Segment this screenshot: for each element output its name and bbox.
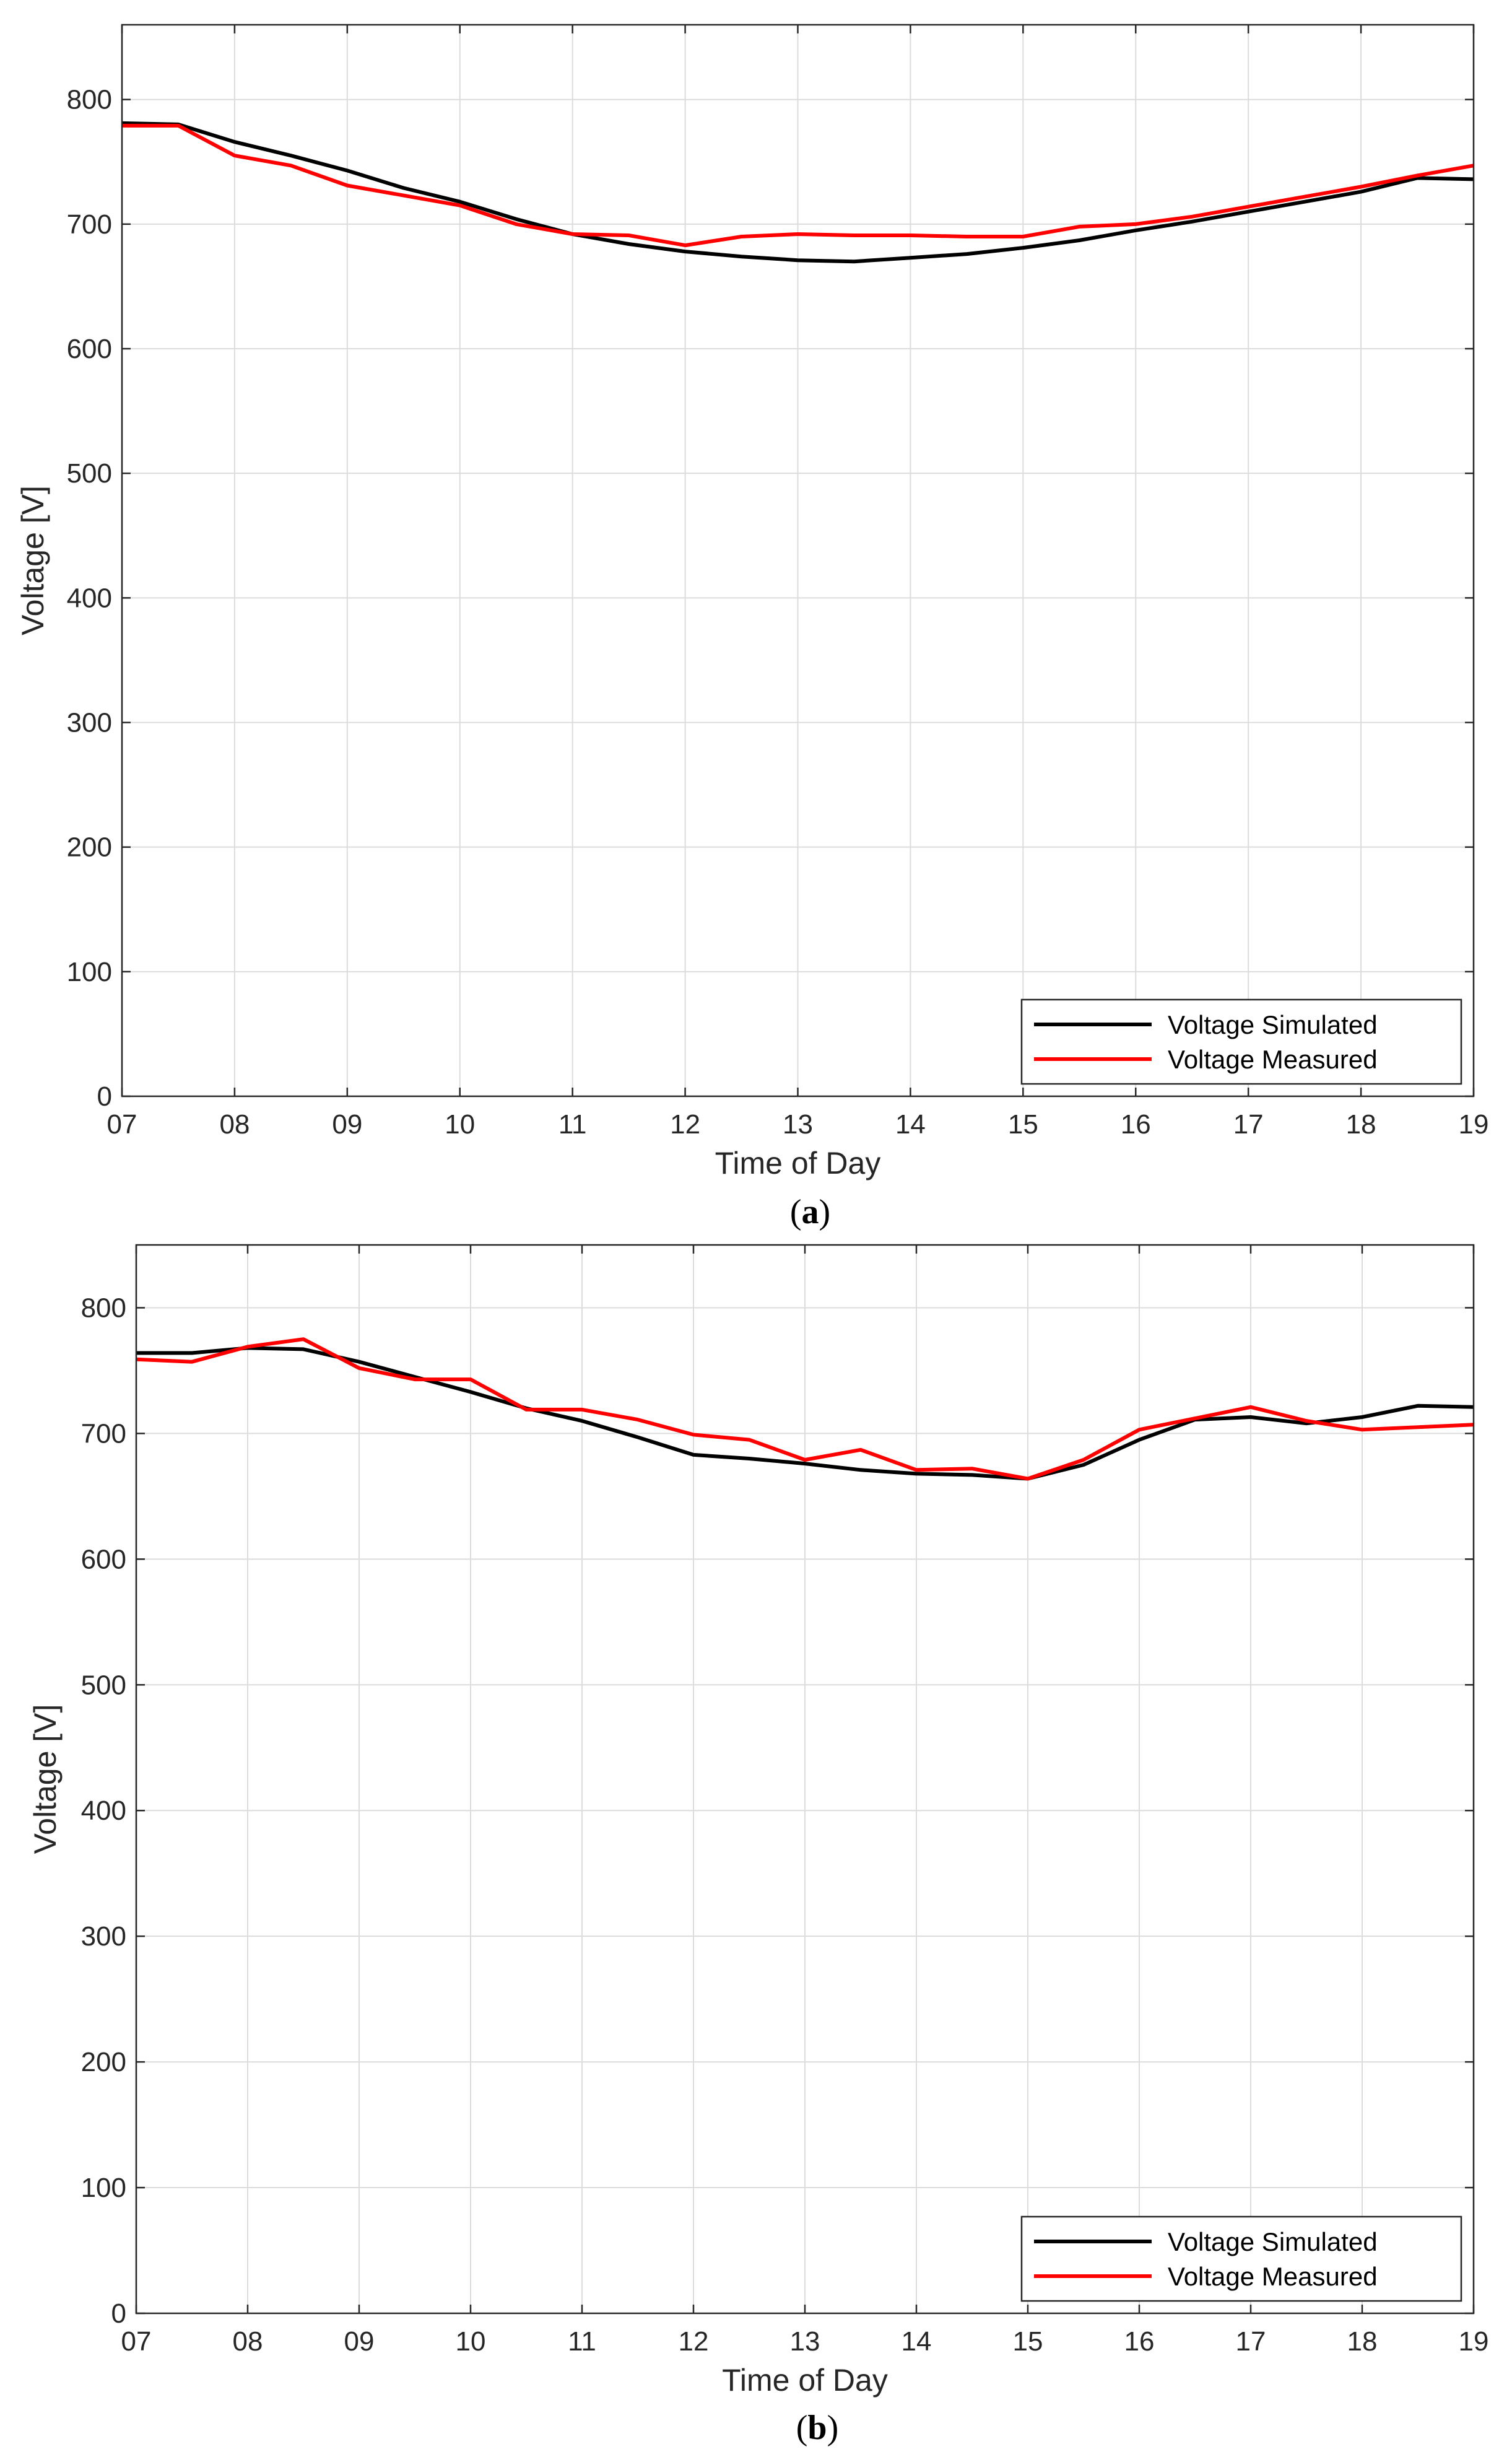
legend-box (1020, 2215, 1462, 2302)
y-tick-label: 800 (81, 1293, 126, 1323)
series-line-voltage-simulated (136, 1346, 1474, 1481)
legend-voltage-simulated-label: Voltage Simulated (1168, 2227, 1378, 2256)
x-tick-label: 14 (902, 2326, 932, 2357)
x-tick-label: 09 (344, 2326, 375, 2357)
y-tick-label: 0 (97, 1081, 112, 1112)
x-tick-label: 15 (1013, 2326, 1043, 2357)
x-tick-label: 19 (1459, 1109, 1489, 1140)
panel-label: (b) (796, 2409, 838, 2447)
x-tick-label: 19 (1459, 2326, 1489, 2357)
x-tick-label: 17 (1233, 1109, 1264, 1140)
legend-voltage-measured-label: Voltage Measured (1168, 1045, 1378, 1074)
x-tick-label: 11 (558, 1109, 587, 1140)
legend-box (1020, 998, 1462, 1085)
legend: Voltage Simulated Voltage Measured (1020, 2215, 1462, 2302)
y-tick-label: 300 (81, 1921, 126, 1952)
x-tick-label: 14 (895, 1109, 926, 1140)
x-tick-label: 18 (1346, 1109, 1376, 1140)
y-tick-label: 100 (81, 2173, 126, 2203)
y-tick-label: 600 (81, 1544, 126, 1574)
legend: Voltage Simulated Voltage Measured (1020, 998, 1462, 1085)
x-tick-label: 18 (1347, 2326, 1378, 2357)
chart-a: 07 08 09 10 11 12 13 14 15 16 17 18 19 0 100 200 300 400 5… (15, 24, 1489, 1231)
x-tick-label: 16 (1124, 2326, 1155, 2357)
y-tick-label: 600 (67, 334, 112, 364)
x-axis-label: Time of Day (722, 2363, 888, 2398)
legend-voltage-measured-label: Voltage Measured (1168, 2262, 1378, 2291)
y-tick-label: 300 (67, 708, 112, 738)
series-line-voltage-simulated (121, 121, 1474, 264)
x-tick-label: 12 (670, 1109, 700, 1140)
y-tick-label: 500 (67, 458, 112, 489)
y-tick-label: 500 (81, 1670, 126, 1700)
y-tick-label: 800 (67, 85, 112, 115)
x-tick-label: 13 (783, 1109, 813, 1140)
x-tick-label: 08 (219, 1109, 250, 1140)
x-tick-label: 13 (790, 2326, 820, 2357)
legend-voltage-simulated-label: Voltage Simulated (1168, 1010, 1378, 1039)
panel-label: (a) (790, 1193, 830, 1231)
x-tick-label: 16 (1121, 1109, 1151, 1140)
y-tick-label: 200 (67, 832, 112, 863)
y-tick-label: 100 (67, 957, 112, 987)
x-tick-label: 11 (568, 2326, 596, 2357)
x-axis-label: Time of Day (715, 1146, 881, 1180)
x-tick-label: 17 (1236, 2326, 1266, 2357)
x-tick-label: 12 (679, 2326, 709, 2357)
y-tick-label: 200 (81, 2047, 126, 2077)
y-tick-label: 700 (81, 1418, 126, 1449)
y-tick-label: 400 (67, 583, 112, 613)
x-tick-label: 09 (332, 1109, 362, 1140)
x-tick-label: 07 (107, 1109, 137, 1140)
y-axis-label: Voltage [V] (15, 486, 50, 635)
series-line-voltage-measured (122, 123, 1474, 248)
y-tick-label: 400 (81, 1796, 126, 1826)
chart-b: 07 08 09 10 11 12 13 14 15 16 17 18 19 0 100 200 300 400 5… (28, 1244, 1489, 2447)
x-tick-label: 15 (1008, 1109, 1038, 1140)
y-tick-label: 700 (67, 209, 112, 240)
y-axis-label: Voltage [V] (28, 1704, 63, 1854)
y-tick-label: 0 (111, 2298, 126, 2329)
x-tick-label: 07 (121, 2326, 152, 2357)
x-tick-label: 10 (456, 2326, 486, 2357)
series-line-voltage-measured (136, 1337, 1474, 1481)
x-tick-label: 10 (445, 1109, 475, 1140)
x-tick-label: 08 (233, 2326, 263, 2357)
